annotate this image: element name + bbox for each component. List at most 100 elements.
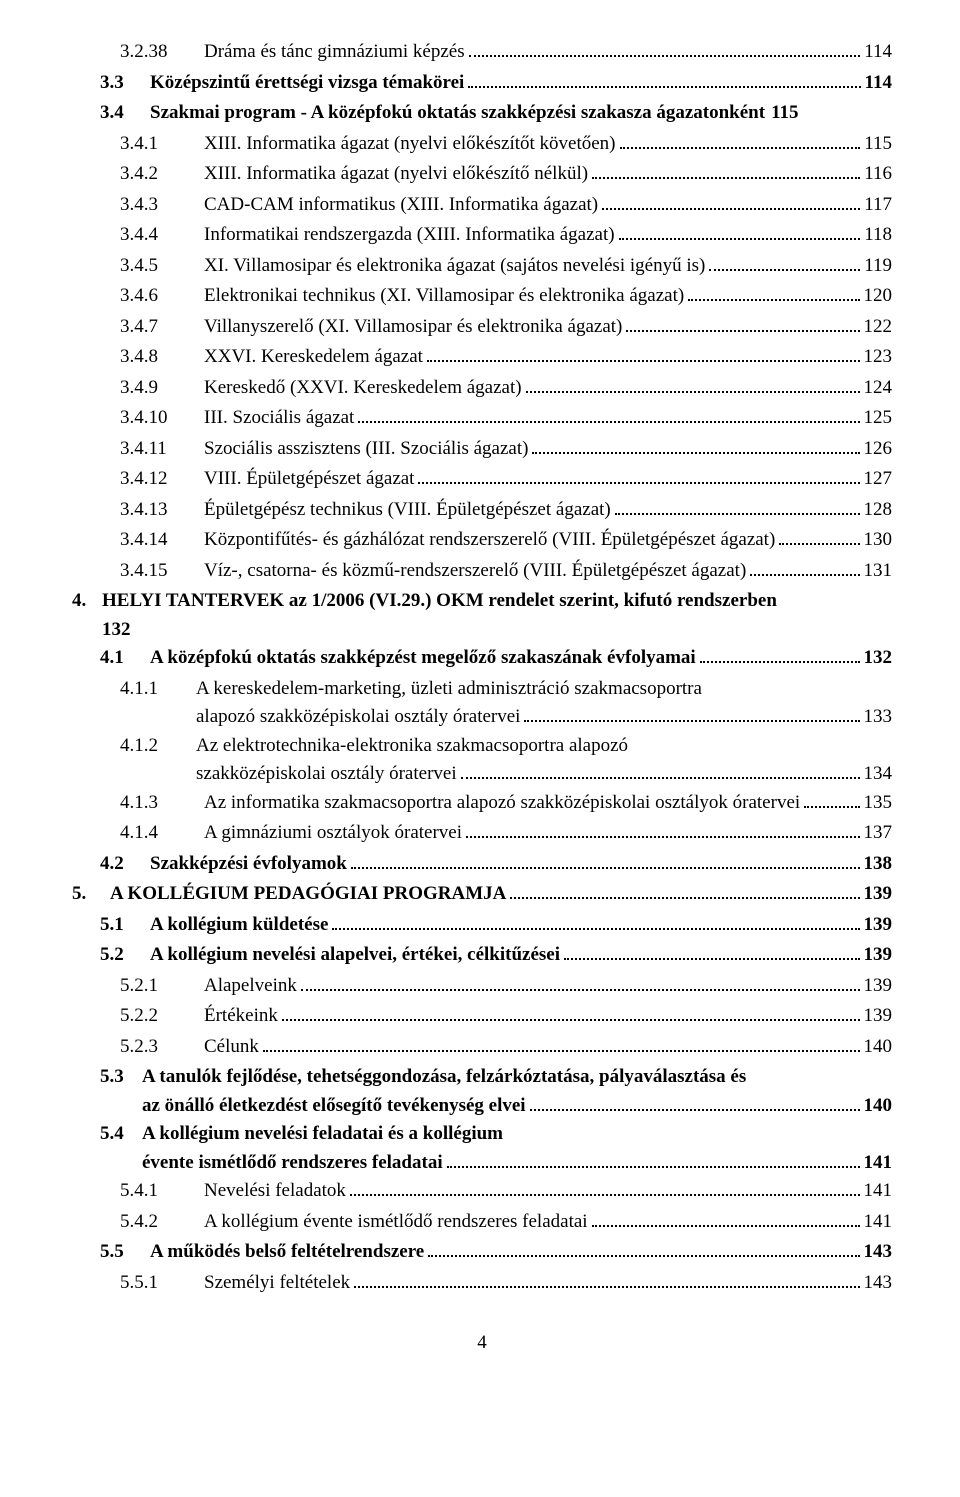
- toc-entry: 3.3Középszintű érettségi vizsga témaköre…: [72, 69, 892, 98]
- toc-page: 124: [864, 374, 893, 403]
- toc-title-line1: Az elektrotechnika-elektronika szakmacso…: [196, 732, 628, 761]
- toc-page: 122: [864, 313, 893, 342]
- toc-number: 5.1: [100, 911, 150, 940]
- toc-leader-dots: [750, 574, 859, 576]
- toc-title: Célunk: [204, 1033, 259, 1062]
- toc-entry: 3.4.10III. Szociális ágazat 125: [72, 404, 892, 433]
- toc-entry: 4.1A középfokú oktatás szakképzést megel…: [72, 644, 892, 673]
- toc-number: 3.4.7: [120, 313, 204, 342]
- toc-entry: 4.1.2Az elektrotechnika-elektronika szak…: [72, 732, 892, 789]
- toc-entry: 3.4.2XIII. Informatika ágazat (nyelvi el…: [72, 160, 892, 189]
- toc-page: 141: [864, 1177, 893, 1206]
- toc-number: 3.4.14: [120, 526, 204, 555]
- toc-entry: 4.HELYI TANTERVEK az 1/2006 (VI.29.) OKM…: [72, 587, 892, 644]
- toc-number: 5.3: [100, 1063, 142, 1092]
- toc-entry: 5.5.1Személyi feltételek143: [72, 1269, 892, 1298]
- toc-entry: 5.2.2Értékeink139: [72, 1002, 892, 1031]
- toc-entry: 5.3A tanulók fejlődése, tehetséggondozás…: [72, 1063, 892, 1120]
- toc-entry: 5.4A kollégium nevelési feladatai és a k…: [72, 1120, 892, 1177]
- toc-title: Nevelési feladatok: [204, 1177, 346, 1206]
- toc-title: Központifűtés- és gázhálózat rendszersze…: [204, 526, 775, 555]
- toc-number: 3.4.10: [120, 404, 204, 433]
- toc-title: Alapelveink: [204, 972, 297, 1001]
- toc-page: 118: [864, 221, 892, 250]
- toc-leader-dots: [592, 1225, 860, 1227]
- toc-entry: 5.2A kollégium nevelési alapelvei, érték…: [72, 941, 892, 970]
- toc-entry: 3.4.7Villanyszerelő (XI. Villamosipar és…: [72, 313, 892, 342]
- toc-page: 119: [864, 252, 892, 281]
- toc-page: 143: [864, 1238, 893, 1267]
- toc-leader-dots: [602, 208, 860, 210]
- toc-number: 3.4.8: [120, 343, 204, 372]
- toc-leader-dots: [351, 867, 860, 869]
- toc-page: 125: [864, 404, 893, 433]
- toc-title: Szakmai program - A középfokú oktatás sz…: [150, 99, 765, 128]
- toc-leader-dots: [358, 421, 859, 423]
- toc-leader-dots: [532, 452, 859, 454]
- toc-entry: 3.4.3CAD-CAM informatikus (XIII. Informa…: [72, 191, 892, 220]
- toc-entry: 3.2.38Dráma és tánc gimnáziumi képzés114: [72, 38, 892, 67]
- toc-number: 5.4: [100, 1120, 142, 1149]
- toc-number: 4.1.1: [120, 675, 196, 704]
- toc-number: 3.4.6: [120, 282, 204, 311]
- toc-page: 138: [864, 850, 893, 879]
- toc-page: 140: [864, 1092, 893, 1121]
- toc-leader-dots: [530, 1109, 860, 1111]
- toc-title: A kollégium nevelési alapelvei, értékei,…: [150, 941, 560, 970]
- page-number: 4: [72, 1329, 892, 1358]
- toc-title: A KOLLÉGIUM PEDAGÓGIAI PROGRAMJA: [110, 880, 506, 909]
- table-of-contents: 3.2.38Dráma és tánc gimnáziumi képzés114…: [72, 38, 892, 1297]
- toc-page: 140: [864, 1033, 893, 1062]
- toc-leader-dots: [688, 299, 859, 301]
- toc-leader-dots: [592, 177, 860, 179]
- toc-page: 135: [864, 789, 893, 818]
- toc-entry: 4.1.3Az informatika szakmacsoportra alap…: [72, 789, 892, 818]
- toc-title: A kollégium küldetése: [150, 911, 328, 940]
- toc-entry: 5.2.1Alapelveink139: [72, 972, 892, 1001]
- toc-entry: 3.4.6Elektronikai technikus (XI. Villamo…: [72, 282, 892, 311]
- toc-title: Az informatika szakmacsoportra alapozó s…: [204, 789, 800, 818]
- toc-entry: 4.1.4A gimnáziumi osztályok óratervei137: [72, 819, 892, 848]
- toc-number: 4.1.3: [120, 789, 204, 818]
- toc-leader-dots: [524, 720, 859, 722]
- toc-number: 3.4.1: [120, 130, 204, 159]
- toc-title: Személyi feltételek: [204, 1269, 350, 1298]
- toc-title: Dráma és tánc gimnáziumi képzés: [204, 38, 465, 67]
- toc-number: 4.1: [100, 644, 150, 673]
- toc-leader-dots: [428, 1255, 859, 1257]
- toc-title-line1: A kollégium nevelési feladatai és a koll…: [142, 1120, 503, 1149]
- toc-leader-dots: [510, 897, 859, 899]
- toc-title: XIII. Informatika ágazat (nyelvi előkész…: [204, 130, 616, 159]
- toc-title: HELYI TANTERVEK az 1/2006 (VI.29.) OKM r…: [102, 587, 892, 616]
- toc-number: 3.4.11: [120, 435, 204, 464]
- toc-leader-dots: [620, 147, 861, 149]
- toc-title: Értékeink: [204, 1002, 278, 1031]
- toc-title: Épületgépész technikus (VIII. Épületgépé…: [204, 496, 611, 525]
- toc-page: 114: [865, 69, 892, 98]
- toc-title: III. Szociális ágazat: [204, 404, 354, 433]
- toc-title: Középszintű érettségi vizsga témakörei: [150, 69, 464, 98]
- toc-page: 126: [864, 435, 893, 464]
- toc-title: A gimnáziumi osztályok óratervei: [204, 819, 462, 848]
- toc-entry: 3.4.1XIII. Informatika ágazat (nyelvi el…: [72, 130, 892, 159]
- toc-leader-dots: [804, 806, 859, 808]
- toc-title: VIII. Épületgépészet ágazat: [204, 465, 414, 494]
- toc-page: 117: [864, 191, 892, 220]
- toc-entry: 4.1.1A kereskedelem-marketing, üzleti ad…: [72, 675, 892, 732]
- toc-number: 5.4.1: [120, 1177, 204, 1206]
- toc-leader-dots: [709, 269, 860, 271]
- toc-leader-dots: [301, 989, 860, 991]
- toc-title: XIII. Informatika ágazat (nyelvi előkész…: [204, 160, 588, 189]
- toc-title: A kollégium évente ismétlődő rendszeres …: [204, 1208, 588, 1237]
- toc-title: A működés belső feltételrendszere: [150, 1238, 424, 1267]
- toc-page: 116: [864, 160, 892, 189]
- toc-page: 131: [864, 557, 893, 586]
- toc-title: XXVI. Kereskedelem ágazat: [204, 343, 423, 372]
- toc-entry: 3.4Szakmai program - A középfokú oktatás…: [72, 99, 892, 128]
- toc-number: 5.: [72, 880, 110, 909]
- toc-title: CAD-CAM informatikus (XIII. Informatika …: [204, 191, 598, 220]
- toc-number: 3.4.15: [120, 557, 204, 586]
- toc-entry: 5.2.3Célunk140: [72, 1033, 892, 1062]
- toc-entry: 5.4.2A kollégium évente ismétlődő rendsz…: [72, 1208, 892, 1237]
- toc-entry: 5.1A kollégium küldetése139: [72, 911, 892, 940]
